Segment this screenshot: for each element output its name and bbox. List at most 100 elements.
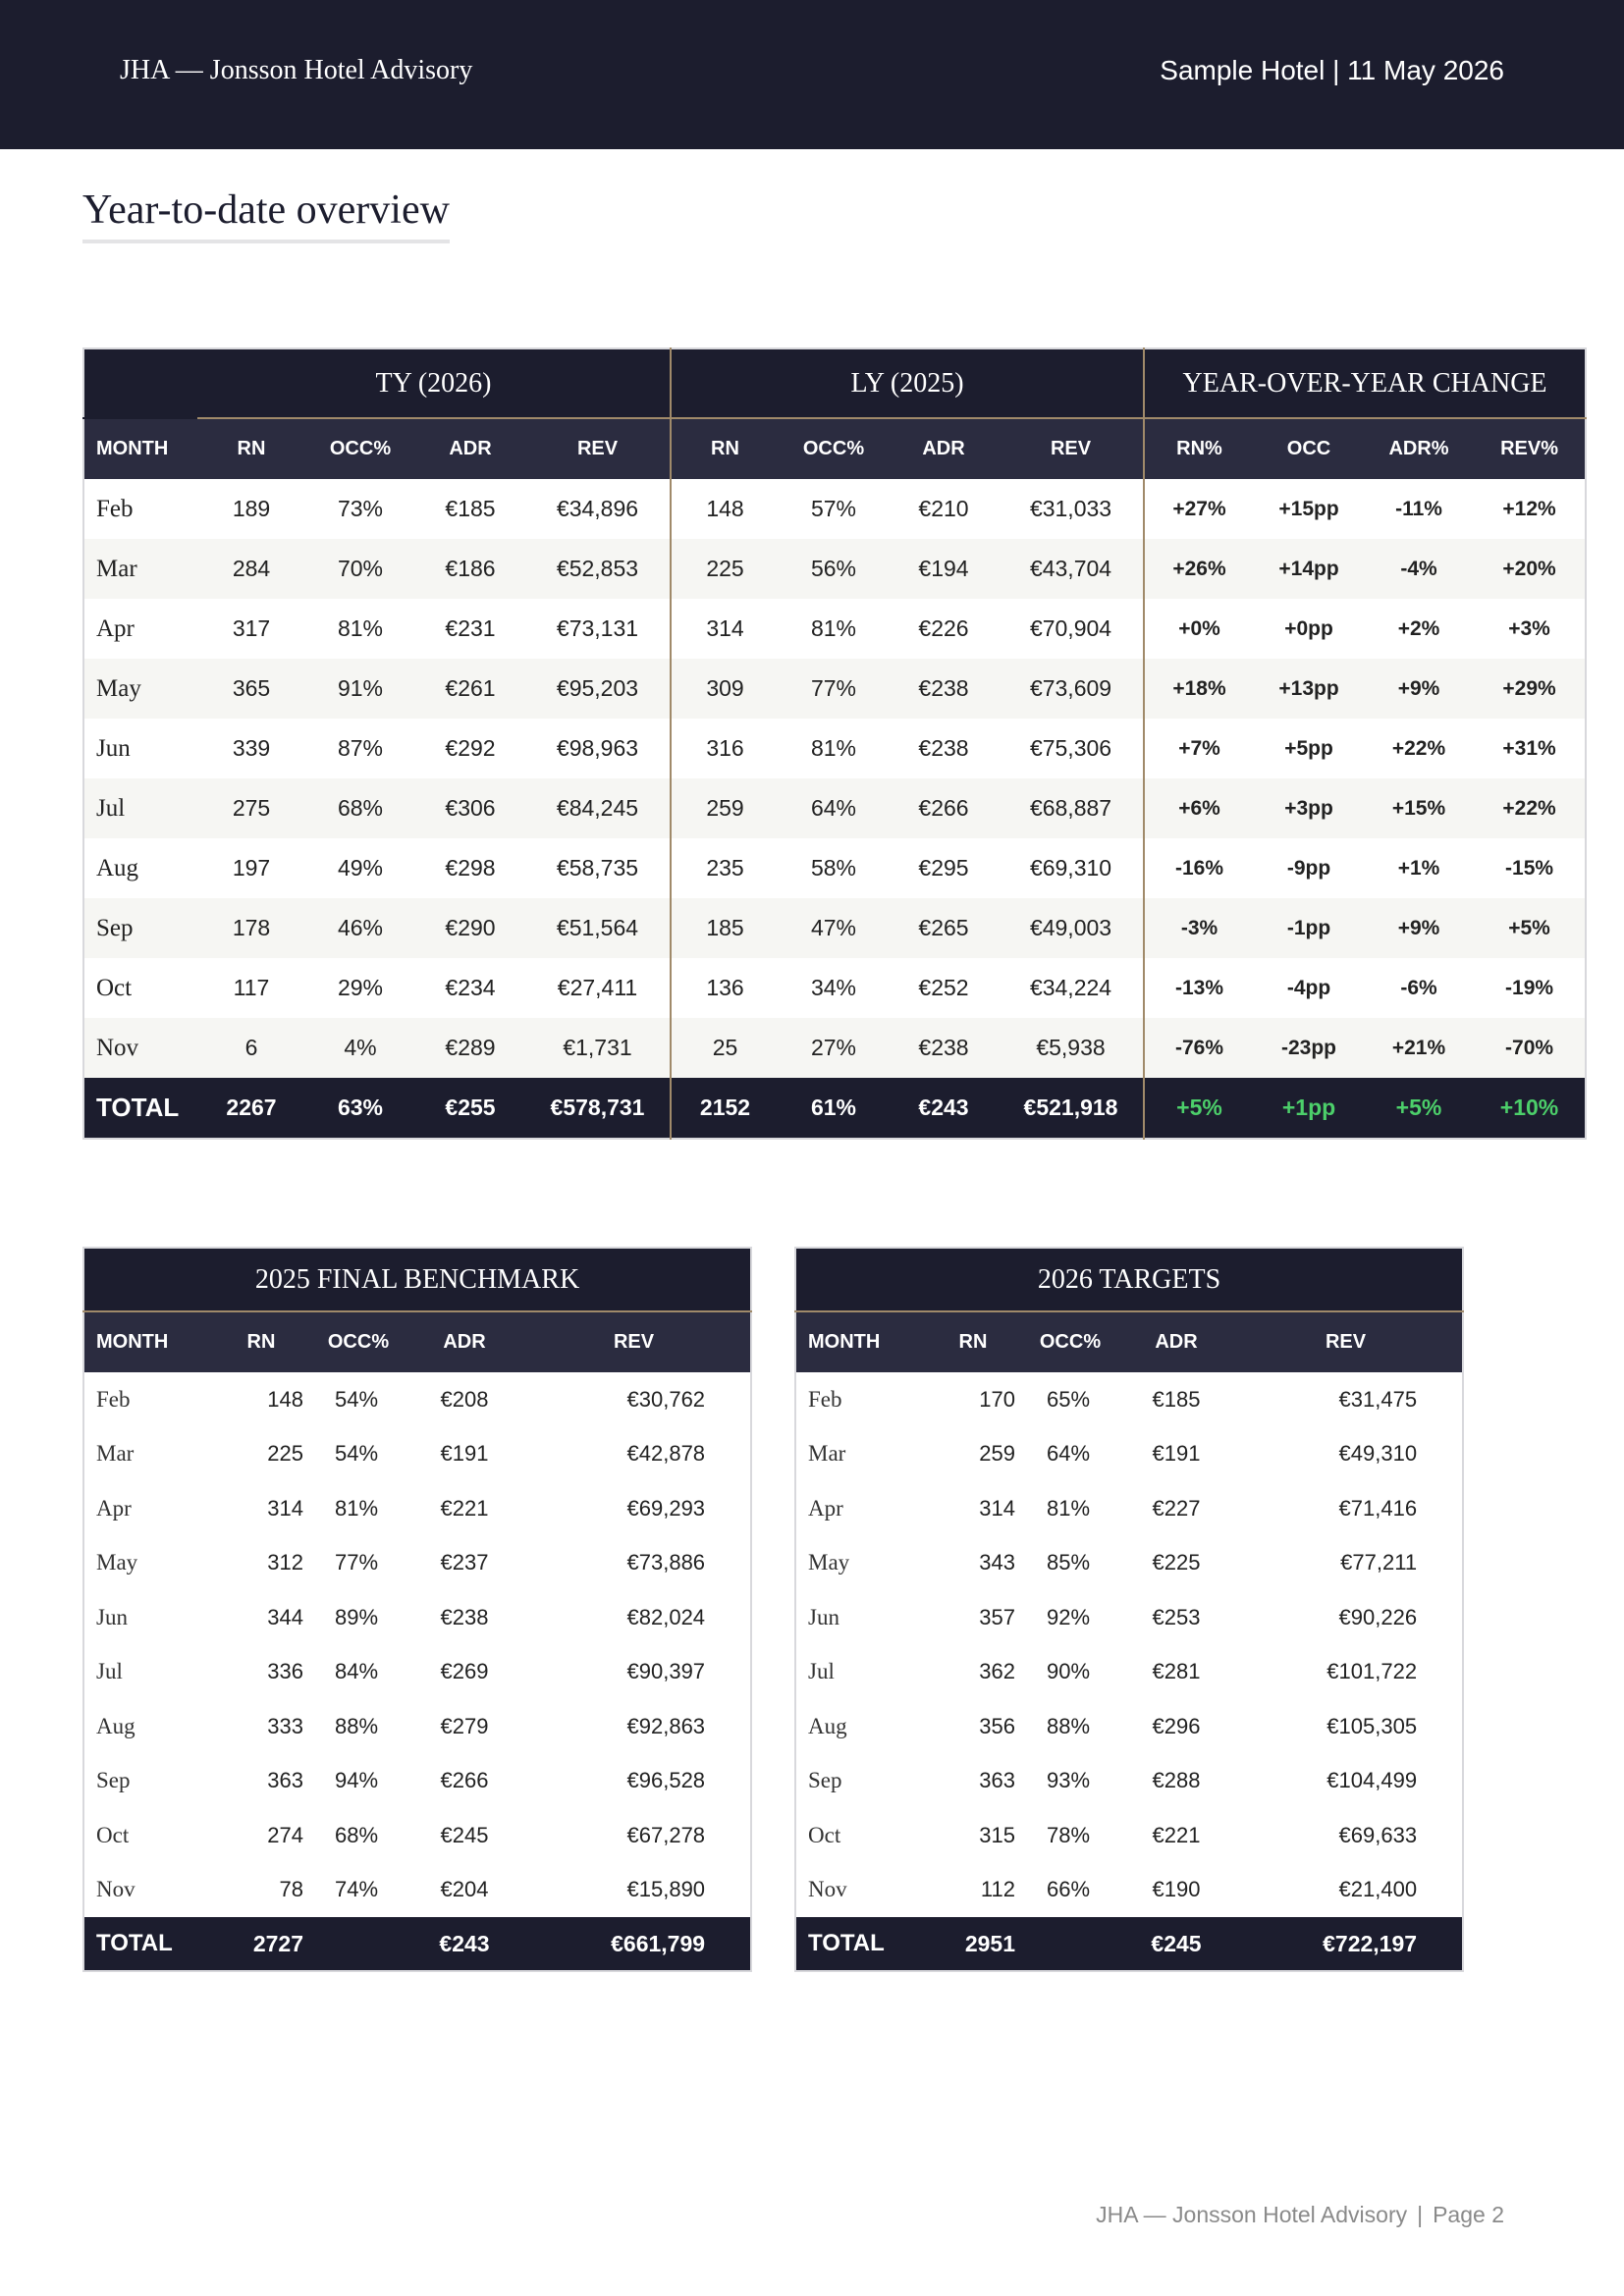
cell-ty-rn: 197 [232,855,271,881]
cell-rn: 312 [267,1550,303,1575]
cell-ty-rev: €34,896 [556,496,639,521]
cell-ly-rev: €73,609 [999,659,1145,719]
total-ty-adr: €255 [415,1078,525,1139]
col-yoy-occ: OCC [1254,417,1365,479]
cell-ly-adr: €238 [918,735,969,761]
table-row: Feb 170 65% €185 €31,475 [795,1372,1463,1427]
cell-yoy-occ: -9pp [1286,856,1331,880]
cell-yoy-rev: +12% [1502,497,1556,520]
cell-m: Sep [808,1768,842,1793]
cell-rev: €31,475 [1338,1386,1418,1412]
cell-adr: €225 [1152,1550,1201,1575]
cell-rn: 363 [979,1768,1015,1793]
cell-ty-adr: €292 [445,735,496,761]
cell-rn: 225 [267,1441,303,1467]
cell-yoy-occ: +5pp [1284,736,1333,760]
cell-m: Nov [808,1877,847,1902]
cell-ty-occ: 81% [337,615,384,641]
footer-page-number: Page 2 [1433,2202,1504,2227]
cell-rev: €69,633 [1338,1822,1418,1847]
cell-rn: 314 [979,1495,1015,1521]
cell-rev: €82,024 [626,1604,706,1629]
table-row: Oct 117 29% €234 €27,411 136 34% €252 €34,224 -13… [83,958,1586,1018]
cell-yoy-rn: +27% [1143,479,1255,539]
total-ly-occ: 61% [779,1078,889,1139]
cell-yoy-rev: -70% [1474,1018,1587,1078]
cell-adr: €288 [1152,1768,1201,1793]
total-rn: 2727 [217,1917,305,1971]
table-row: Aug 333 88% €279 €92,863 [83,1699,751,1754]
cell-yoy-rn: +26% [1143,539,1255,599]
page-footer: JHA — Jonsson Hotel Advisory | Page 2 [1096,2202,1504,2228]
cell-rev: €30,762 [626,1386,706,1412]
cell-rev: €77,211 [1340,1550,1418,1575]
cell-ly-rn: 314 [670,599,779,659]
col-ty-rev: REV [525,417,671,479]
cell-ty-adr: €298 [445,855,496,881]
cell-yoy-rn: -16% [1143,838,1255,898]
cell-ly-rn: 225 [670,539,779,599]
table-row: Aug 197 49% €298 €58,735 235 58% €295 €69,310 -16… [83,838,1586,898]
table-row: Sep 178 46% €290 €51,564 185 47% €265 €49,003 -3%… [83,898,1587,958]
cell-adr: €191 [440,1441,489,1467]
cell-ly-rn: 309 [670,659,779,719]
cell-ty-occ: 87% [337,735,384,761]
table-row: Jun 344 89% €238 €82,024 [83,1590,751,1645]
cell-yoy-adr: -4% [1364,539,1475,599]
cell-ty-rev: €95,203 [525,659,671,719]
group-ty: TY (2026) [197,348,671,418]
cell-m: Jul [808,1659,835,1684]
cell-ty-rev: €58,735 [556,855,639,881]
table-row: Nov 6 4% €289 €1,731 25 27% €238 €5,938 -76% -23pp… [83,1018,1587,1078]
cell-month: Feb [96,495,134,522]
cell-ly-adr: €226 [918,615,969,641]
cell-rev: €101,722 [1326,1659,1418,1684]
cell-yoy-rev: +22% [1474,778,1587,838]
cell-ty-adr: €231 [445,615,496,641]
cell-occ: 54% [335,1386,379,1412]
cell-rn: 78 [279,1877,303,1902]
targets-col-rn: RN [929,1311,1017,1372]
table-row: May 312 77% €237 €73,886 [83,1536,751,1591]
col-ly-rn: RN [670,417,779,479]
benchmark-title: 2025 FINAL BENCHMARK [83,1248,752,1312]
cell-ly-rn: 136 [670,958,779,1018]
table-row: Nov 112 66% €190 €21,400 [795,1863,1463,1918]
cell-adr: €281 [1152,1659,1201,1684]
cell-ly-rev: €34,224 [1029,975,1112,1000]
cell-adr: €191 [1152,1441,1201,1467]
cell-yoy-adr: +15% [1364,778,1475,838]
table-row: Oct 315 78% €221 €69,633 [795,1808,1463,1863]
cell-rev: €21,400 [1338,1877,1418,1902]
cell-month: Jun [96,734,131,762]
cell-rev: €69,293 [626,1495,706,1521]
col-ly-rev: REV [999,417,1145,479]
table-row: Aug 356 88% €296 €105,305 [795,1699,1463,1754]
cell-adr: €266 [440,1768,489,1793]
total-yoy-occ: +1pp [1254,1078,1365,1139]
cell-ly-occ: 81% [810,735,857,761]
bench-col-rev: REV [517,1311,752,1372]
cell-rev: €90,397 [626,1659,706,1684]
cell-occ: 85% [1047,1550,1091,1575]
cell-ly-occ: 64% [779,778,889,838]
cell-ly-rn: 235 [670,838,779,898]
col-ty-adr: ADR [415,417,525,479]
cell-ty-occ: 73% [337,496,384,521]
cell-m: Feb [808,1386,842,1412]
total-month: TOTAL [83,1078,197,1139]
cell-m: May [808,1550,850,1575]
ytd-group-spacer [83,348,197,418]
cell-yoy-rev: -19% [1505,976,1554,999]
table-row: Sep 363 94% €266 €96,528 [83,1754,751,1809]
cell-yoy-rn: +0% [1143,599,1255,659]
cell-ly-adr: €238 [889,659,999,719]
cell-ly-rev: €69,310 [1029,855,1112,881]
cell-ty-rev: €98,963 [556,735,639,761]
cell-yoy-rn: +6% [1143,778,1255,838]
cell-occ: 77% [335,1550,379,1575]
total-yoy-adr: +5% [1364,1078,1475,1139]
col-ly-adr: ADR [889,417,999,479]
cell-ty-rev: €52,853 [525,539,671,599]
cell-occ: 92% [1047,1604,1091,1629]
